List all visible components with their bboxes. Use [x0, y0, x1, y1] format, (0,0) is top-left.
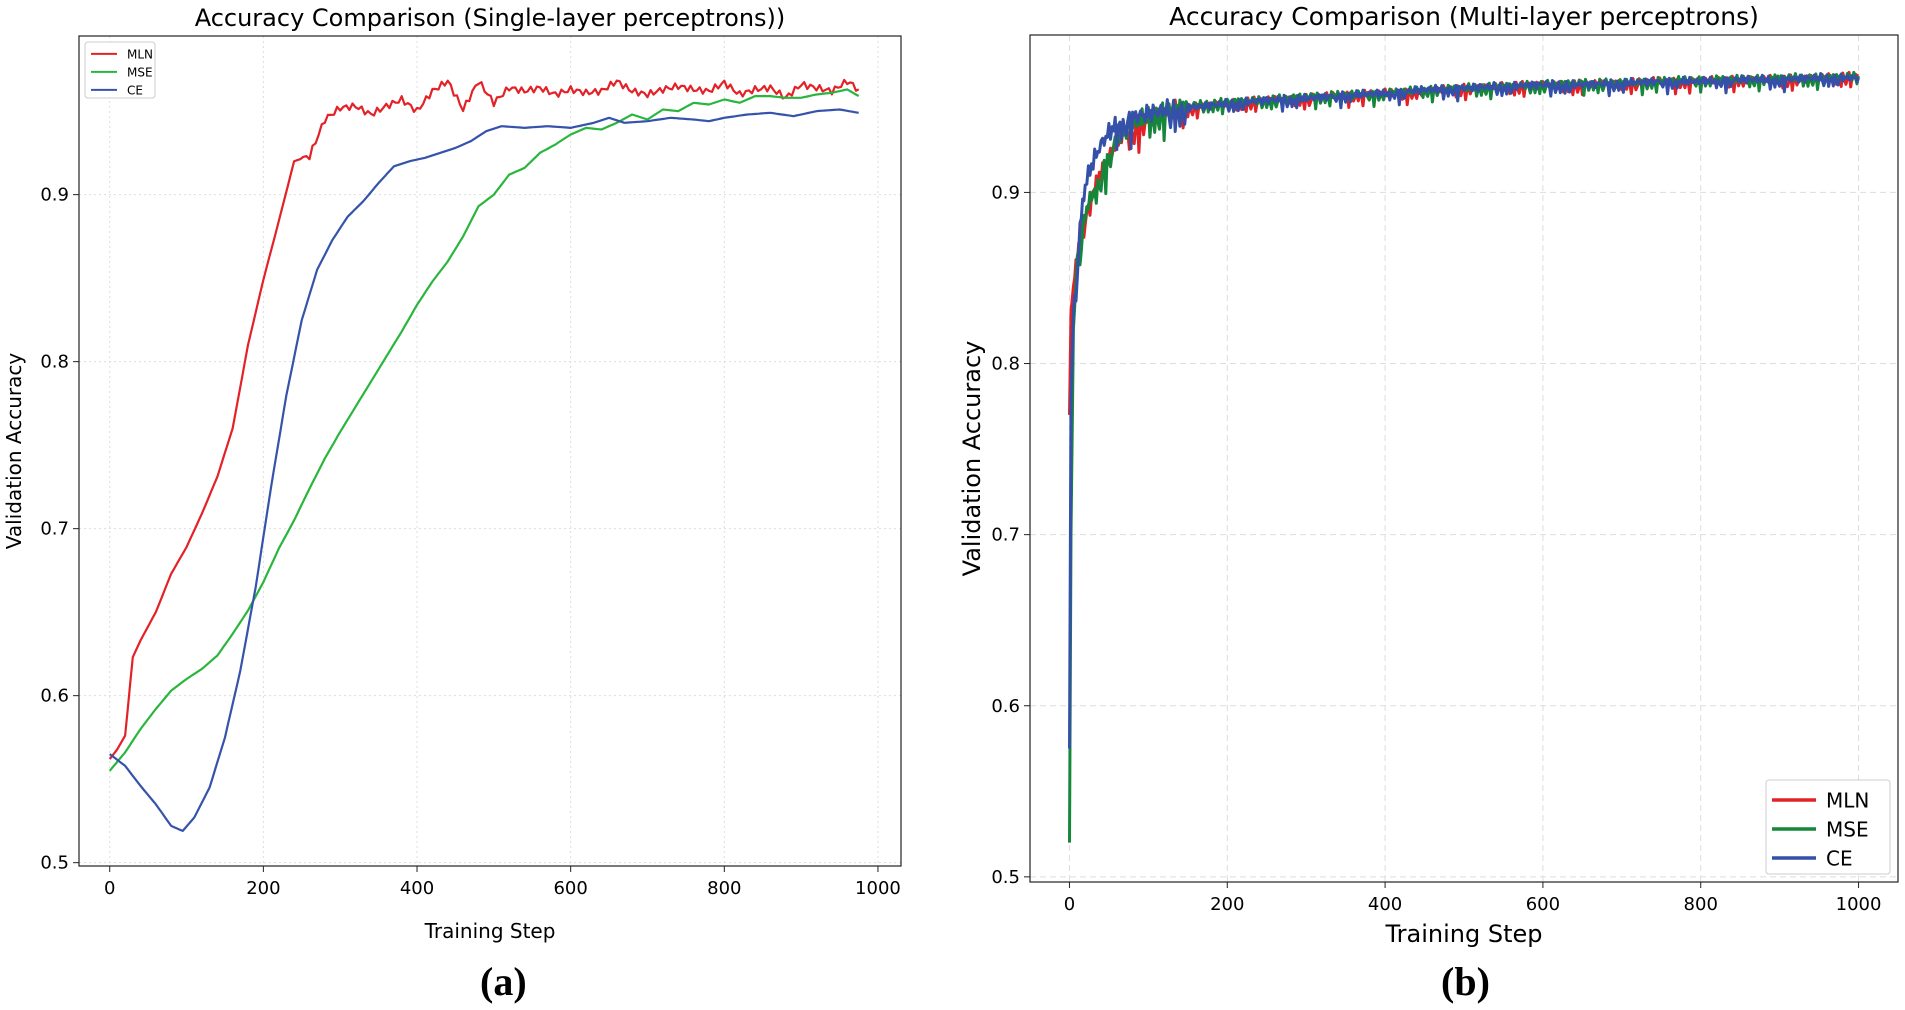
legend-box: [84, 41, 156, 99]
legend-label-ce: CE: [127, 83, 143, 97]
y-tick-label: 0.7: [991, 525, 1020, 546]
legend-label-mse: MSE: [1826, 818, 1869, 842]
x-axis-label: Training Step: [1385, 920, 1543, 948]
y-tick-label: 0.6: [40, 686, 69, 707]
series-line-mse: [108, 88, 860, 772]
chart-title: Accuracy Comparison (Single-layer percep…: [195, 4, 786, 32]
x-tick-label: 400: [1368, 894, 1402, 915]
x-tick-label: 800: [707, 878, 741, 899]
x-tick-label: 0: [104, 878, 115, 899]
x-tick-label: 200: [246, 878, 280, 899]
legend-label-mln: MLN: [127, 47, 153, 61]
x-tick-label: 0: [1064, 894, 1075, 915]
series-line-ce: [109, 108, 859, 833]
x-tick-label: 600: [553, 878, 587, 899]
chart-2: MLN MSE CE: [1024, 34, 1899, 888]
y-tick-label: 0.9: [40, 185, 69, 206]
y-tick-label: 0.8: [40, 352, 69, 373]
legend-box: [1765, 779, 1891, 875]
y-axis-label: Validation Accuracy: [2, 353, 26, 550]
x-tick-label: 200: [1210, 894, 1244, 915]
y-tick-label: 0.5: [40, 853, 69, 874]
caption-b: (b): [1441, 959, 1490, 1004]
legend-label-ce: CE: [1826, 847, 1853, 871]
y-tick-label: 0.6: [991, 696, 1020, 717]
x-tick-label: 800: [1684, 894, 1718, 915]
legend: MLN MSE CE: [1765, 779, 1891, 875]
legend: MLN MSE CE: [84, 41, 156, 99]
series-line-ce: [1068, 72, 1860, 749]
axes-frame: [1029, 34, 1899, 883]
axes-frame: [78, 35, 902, 867]
x-tick-label: 1000: [1836, 894, 1882, 915]
series-line-mln: [108, 78, 860, 760]
chart-1: MLN MSE CE: [73, 35, 902, 872]
y-tick-label: 0.9: [991, 182, 1020, 203]
x-tick-label: 1000: [855, 878, 901, 899]
caption-a: (a): [480, 959, 527, 1004]
y-tick-label: 0.7: [40, 519, 69, 540]
y-tick-label: 0.5: [991, 867, 1020, 888]
y-tick-label: 0.8: [991, 354, 1020, 375]
x-axis-label: Training Step: [424, 919, 556, 943]
chart-title: Accuracy Comparison (Multi-layer percept…: [1169, 2, 1759, 31]
legend-label-mse: MSE: [127, 65, 153, 79]
y-axis-label: Validation Accuracy: [958, 341, 986, 577]
legend-label-mln: MLN: [1826, 789, 1869, 813]
series-line-mse: [1068, 70, 1860, 843]
x-tick-label: 600: [1526, 894, 1560, 915]
x-tick-label: 400: [400, 878, 434, 899]
